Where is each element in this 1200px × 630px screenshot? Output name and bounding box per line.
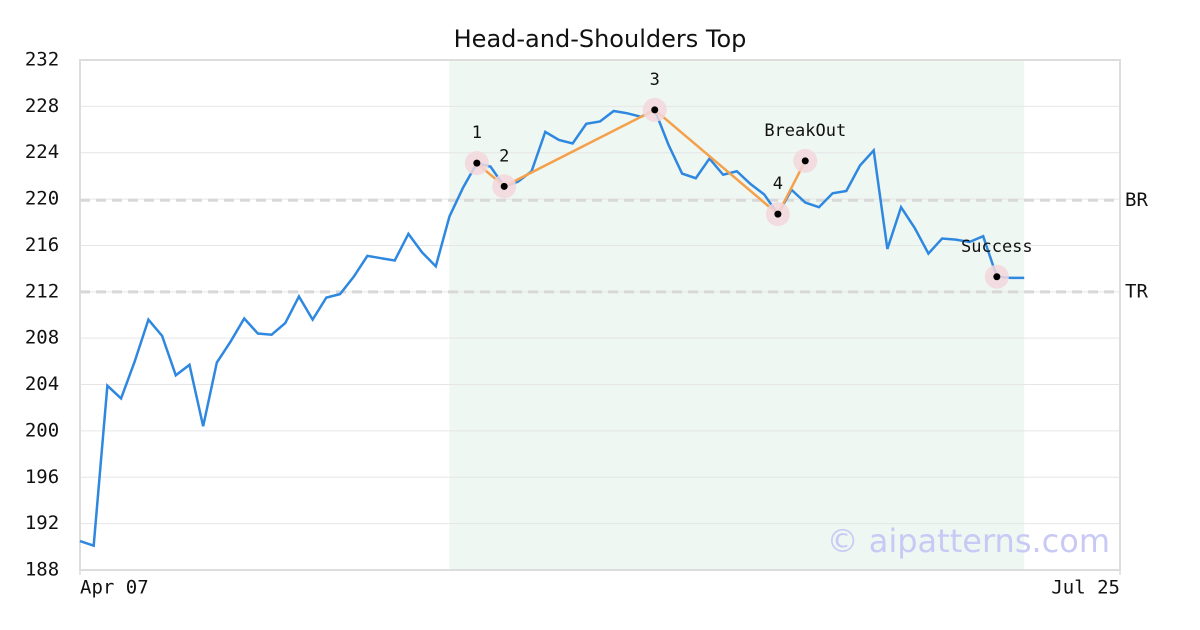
y-tick-label: 204 (25, 373, 59, 395)
point-label: 4 (773, 174, 783, 194)
y-tick-label: 188 (25, 559, 59, 581)
point-dot (473, 159, 481, 167)
point-label: 2 (499, 146, 509, 166)
y-tick-label: 228 (25, 95, 59, 117)
level-label: BR (1125, 189, 1148, 211)
point-label: Success (961, 237, 1033, 257)
x-tick-label: Jul 25 (1051, 577, 1120, 599)
shade-region (449, 60, 1025, 570)
chart-title: Head-and-Shoulders Top (454, 25, 747, 53)
level-label: TR (1125, 280, 1148, 302)
y-tick-label: 192 (25, 512, 59, 534)
y-tick-label: 200 (25, 419, 59, 441)
point-label: BreakOut (764, 121, 846, 141)
plot-frame (79, 59, 1121, 571)
watermark: © aipatterns.com (827, 522, 1110, 560)
y-tick-label: 208 (25, 327, 59, 349)
point-label: 3 (650, 70, 660, 90)
point-dot (993, 273, 1001, 281)
y-tick-label: 220 (25, 188, 59, 210)
y-tick-label: 232 (25, 49, 59, 71)
price-line (79, 108, 1025, 548)
y-tick-label: 212 (25, 280, 59, 302)
y-tick-label: 224 (25, 141, 59, 163)
point-dot (801, 157, 809, 165)
y-tick-label: 196 (25, 466, 59, 488)
point-dot (774, 210, 782, 218)
point-label: 1 (472, 123, 482, 143)
point-dot (500, 182, 508, 190)
point-dot (651, 106, 659, 114)
x-tick-label: Apr 07 (80, 577, 149, 599)
y-tick-label: 216 (25, 234, 59, 256)
